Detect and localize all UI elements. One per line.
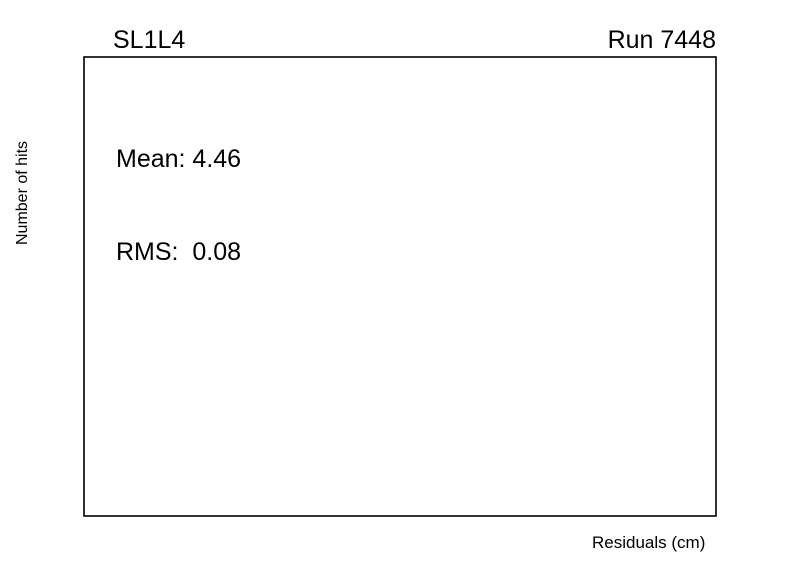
stats-mean: Mean: 4.46 <box>116 145 242 173</box>
stats-box: Mean: 4.46 RMS: 0.08 <box>116 82 241 330</box>
stats-rms: RMS: 0.08 <box>116 238 242 266</box>
plot-frame <box>83 56 717 517</box>
plot-frame-rect <box>83 56 717 517</box>
page-title: SL1L4 <box>113 26 186 54</box>
run-number-label: Run 7448 <box>607 26 716 54</box>
x-axis-title: Residuals (cm) <box>592 533 706 552</box>
